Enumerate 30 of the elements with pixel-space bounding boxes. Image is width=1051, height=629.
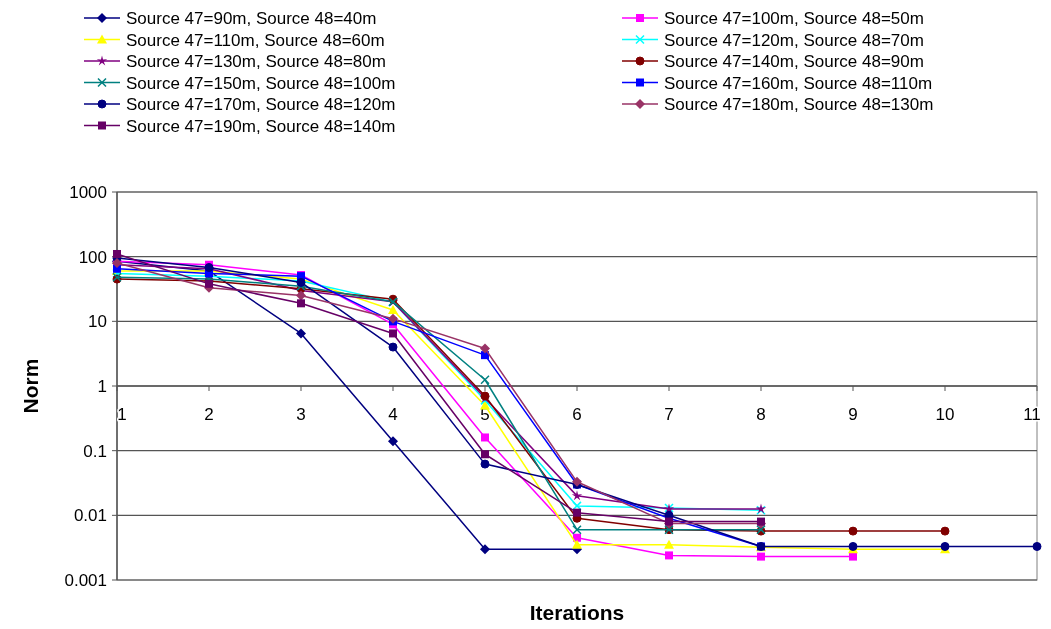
x-tick-label: 2 [204, 405, 214, 424]
y-tick-label: 0.01 [73, 506, 107, 526]
legend-label: Source 47=160m, Source 48=110m [664, 73, 933, 93]
x-axis-title: Iterations [529, 601, 625, 624]
x-tick-label: 7 [664, 405, 674, 424]
legend-label: Source 47=190m, Source 48=140m [126, 116, 396, 136]
x-tick-label: 1 [117, 405, 127, 424]
legend-label: Source 47=90m, Source 48=40m [126, 9, 377, 28]
y-tick-label: 1 [97, 377, 107, 396]
legend-label: Source 47=150m, Source 48=100m [126, 73, 396, 93]
y-tick-label: 100 [78, 247, 107, 267]
x-tick-label: 10 [935, 405, 955, 424]
legend-label: Source 47=130m, Source 48=80m [126, 52, 386, 71]
x-tick-label: 9 [848, 405, 858, 424]
y-tick-label: 0.001 [64, 571, 107, 590]
legend-label: Source 47=100m, Source 48=50m [664, 9, 924, 28]
x-tick-label: 8 [756, 405, 766, 424]
legend-label: Source 47=140m, Source 48=90m [664, 52, 924, 71]
legend-label: Source 47=110m, Source 48=60m [126, 30, 385, 50]
legend-label: Source 47=180m, Source 48=130m [664, 95, 934, 114]
x-tick-label: 3 [296, 405, 306, 424]
x-tick-label: 4 [388, 405, 398, 424]
legend-label: Source 47=120m, Source 48=70m [664, 30, 924, 50]
y-tick-label: 10 [88, 312, 107, 332]
y-tick-label: 1000 [69, 183, 107, 202]
legend-label: Source 47=170m, Source 48=120m [126, 95, 396, 114]
y-tick-label: 0.1 [83, 441, 107, 461]
x-tick-label: 6 [572, 405, 582, 424]
y-axis-title: Norm [19, 358, 42, 414]
x-tick-label: 11 [1023, 405, 1041, 424]
